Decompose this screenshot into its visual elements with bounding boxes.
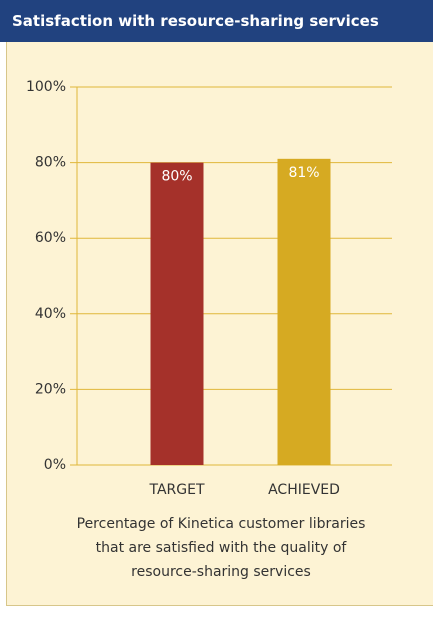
value-label: 80% xyxy=(161,169,192,185)
x-tick-label: ACHIEVED xyxy=(268,482,340,498)
bar xyxy=(150,162,204,465)
caption: Percentage of Kinetica customer librarie… xyxy=(76,516,366,580)
value-label: 81% xyxy=(288,165,319,181)
y-tick-label: 60% xyxy=(35,230,66,246)
y-tick-label: 40% xyxy=(35,306,66,322)
x-tick-label: TARGET xyxy=(148,482,204,498)
y-tick-label: 0% xyxy=(44,457,66,473)
chart-title: Satisfaction with resource-sharing servi… xyxy=(0,0,433,42)
y-tick-label: 80% xyxy=(35,155,66,171)
bar xyxy=(277,158,331,465)
y-tick-label: 100% xyxy=(26,79,66,95)
y-tick-label: 20% xyxy=(35,381,66,397)
